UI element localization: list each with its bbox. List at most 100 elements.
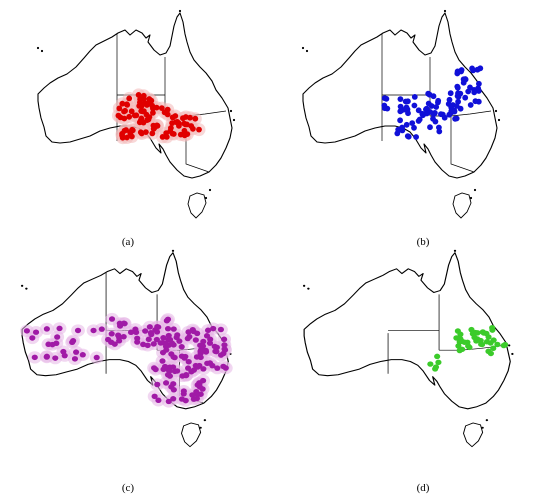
- island-speck: [20, 284, 24, 287]
- occurrence-point: [206, 340, 214, 346]
- occurrence-point: [461, 339, 468, 345]
- occurrence-point: [60, 348, 67, 355]
- occurrence-point: [43, 354, 50, 360]
- occurrence-point: [147, 330, 154, 336]
- occurrence-point: [132, 326, 139, 332]
- occurrence-point: [409, 120, 416, 126]
- occurrence-point: [490, 345, 497, 352]
- map-panel-d: [302, 249, 514, 448]
- state-border-5: [450, 116, 475, 173]
- occurrence-point: [136, 103, 143, 109]
- occurrence-point: [128, 108, 135, 115]
- occurrence-point: [115, 112, 122, 119]
- occurrence-point: [119, 134, 126, 141]
- occurrence-point: [120, 333, 127, 340]
- occurrence-point: [204, 360, 211, 367]
- occurrence-point: [150, 109, 156, 116]
- occurrence-point: [170, 381, 177, 387]
- island-speck: [301, 46, 305, 50]
- occurrence-point: [454, 84, 461, 91]
- occurrence-point: [411, 102, 418, 109]
- occurrence-point: [383, 95, 390, 102]
- occurrence-point: [411, 94, 418, 100]
- occurrence-point: [485, 334, 492, 340]
- occurrence-point: [199, 343, 207, 349]
- occurrence-point: [193, 389, 200, 395]
- occurrence-point: [452, 115, 458, 122]
- occurrence-point: [469, 65, 475, 72]
- occurrence-point: [217, 326, 225, 333]
- occurrence-point: [435, 359, 442, 366]
- tasmania: [463, 422, 484, 448]
- island-speck: [232, 118, 236, 122]
- occurrence-point: [456, 339, 463, 345]
- occurrence-point: [108, 331, 115, 337]
- occurrence-point: [204, 327, 212, 334]
- caption-c: (c): [121, 482, 135, 494]
- occurrence-point: [397, 108, 404, 115]
- caption-d: (d): [416, 482, 430, 494]
- occurrence-point: [124, 134, 130, 141]
- occurrence-point: [168, 340, 176, 346]
- occurrence-point: [73, 349, 80, 355]
- occurrence-point: [134, 339, 141, 345]
- occurrence-point: [119, 100, 126, 107]
- caption-a: (a): [121, 236, 135, 248]
- occurrence-point: [178, 396, 186, 402]
- occurrence-point: [427, 124, 433, 131]
- occurrence-point: [214, 365, 221, 371]
- occurrence-point: [165, 398, 172, 405]
- occurrence-point: [52, 355, 59, 361]
- occurrence-point: [181, 132, 188, 139]
- occurrence-point: [146, 324, 153, 330]
- occurrence-point: [192, 337, 199, 343]
- island-speck: [204, 196, 208, 200]
- occurrence-point: [29, 335, 36, 341]
- occurrence-point: [159, 358, 166, 364]
- island-speck: [511, 352, 514, 355]
- occurrence-point: [190, 367, 198, 373]
- occurrence-point: [160, 335, 167, 341]
- island-speck: [203, 419, 207, 422]
- occurrence-point: [31, 354, 38, 361]
- occurrence-point: [143, 129, 149, 135]
- occurrence-point: [381, 102, 388, 109]
- occurrence-point: [158, 105, 165, 111]
- occurrence-point: [123, 101, 130, 108]
- occurrence-point: [210, 325, 217, 332]
- occurrence-point: [176, 338, 183, 344]
- occurrence-point: [435, 97, 442, 104]
- occurrence-point: [180, 388, 187, 394]
- occurrence-point: [423, 106, 429, 113]
- occurrence-point: [187, 114, 193, 121]
- occurrence-point: [397, 117, 403, 124]
- island-speck: [473, 188, 477, 192]
- occurrence-point: [432, 118, 439, 125]
- occurrence-point: [207, 336, 214, 343]
- tasmania: [187, 192, 207, 219]
- occurrence-point: [462, 94, 469, 101]
- occurrence-point: [465, 343, 472, 349]
- occurrence-point: [139, 108, 146, 115]
- occurrence-point: [126, 113, 133, 120]
- map-panel-c: [20, 249, 233, 448]
- occurrence-point: [485, 348, 492, 355]
- occurrence-point: [163, 347, 170, 353]
- occurrence-point: [430, 111, 437, 118]
- occurrence-point: [153, 336, 160, 343]
- occurrence-point: [447, 90, 454, 97]
- occurrence-point: [70, 338, 77, 344]
- occurrence-point: [23, 328, 30, 334]
- occurrence-point: [161, 109, 168, 116]
- occurrence-point: [155, 397, 162, 404]
- occurrence-point: [108, 316, 116, 322]
- australia-coastline: [302, 12, 498, 179]
- occurrence-point: [161, 363, 169, 370]
- occurrence-point: [200, 338, 207, 345]
- occurrence-point: [79, 352, 86, 358]
- occurrence-point: [166, 364, 173, 370]
- occurrence-point: [173, 119, 179, 125]
- occurrence-point: [159, 134, 166, 140]
- occurrence-point: [131, 112, 138, 119]
